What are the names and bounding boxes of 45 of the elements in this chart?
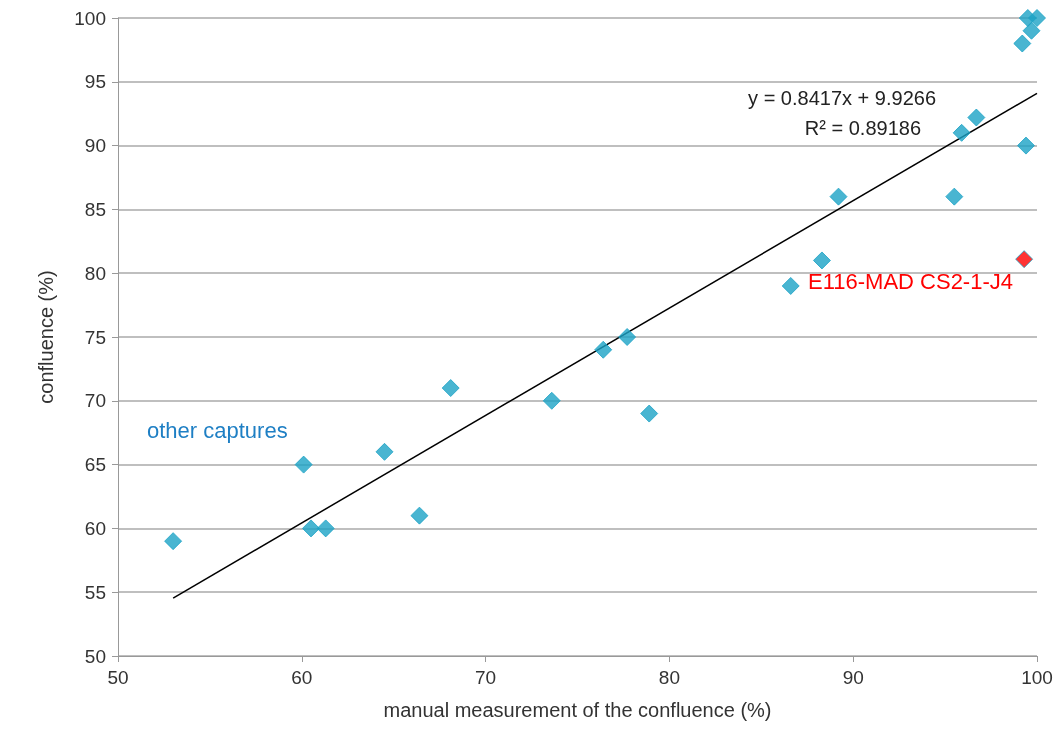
point [1022,21,1041,40]
y-tick-label: 80 [84,262,106,284]
point [294,455,313,474]
y-tick-label: 70 [84,390,106,412]
x-tick-label: 60 [291,667,313,688]
y-tick-label: 85 [84,198,106,220]
y-tick-label: 90 [84,135,106,157]
point [618,328,637,346]
point [316,519,335,538]
y-tick-label: 65 [84,454,106,476]
x-tick-label: 70 [475,667,497,688]
annotation: y = 0.8417x + 9.9266 [748,87,937,109]
point [1013,34,1032,53]
point [829,187,848,206]
x-tick-label: 80 [658,667,680,688]
point [410,506,429,525]
point [1015,250,1034,269]
point [542,391,561,410]
y-tick-label: 60 [84,517,106,539]
point [375,442,394,461]
point [1028,9,1046,27]
x-tick-label: 100 [1021,667,1053,688]
x-tick-label: 90 [842,667,864,688]
point [301,519,320,538]
point [1016,136,1035,155]
y-tick-label: 50 [84,645,106,667]
point [164,532,183,551]
point [640,404,659,423]
y-tick-label: 100 [74,7,106,29]
y-axis-title: confluence (%) [35,270,57,404]
point [781,276,800,295]
point [967,108,986,127]
point [952,123,971,142]
x-tick-label: 50 [107,667,129,688]
point [441,379,460,398]
point [812,251,831,270]
point [945,187,964,206]
annotation: R² = 0.89186 [804,117,922,139]
x-axis-title: manual measurement of the confluence (%) [383,699,772,721]
series-label: E116-MAD CS2-1-J4 [808,268,1013,294]
point [594,340,613,359]
y-tick-label: 75 [84,326,106,348]
y-tick-label: 55 [84,581,106,603]
y-tick-label: 95 [84,71,106,93]
series-label: other captures [147,417,288,443]
